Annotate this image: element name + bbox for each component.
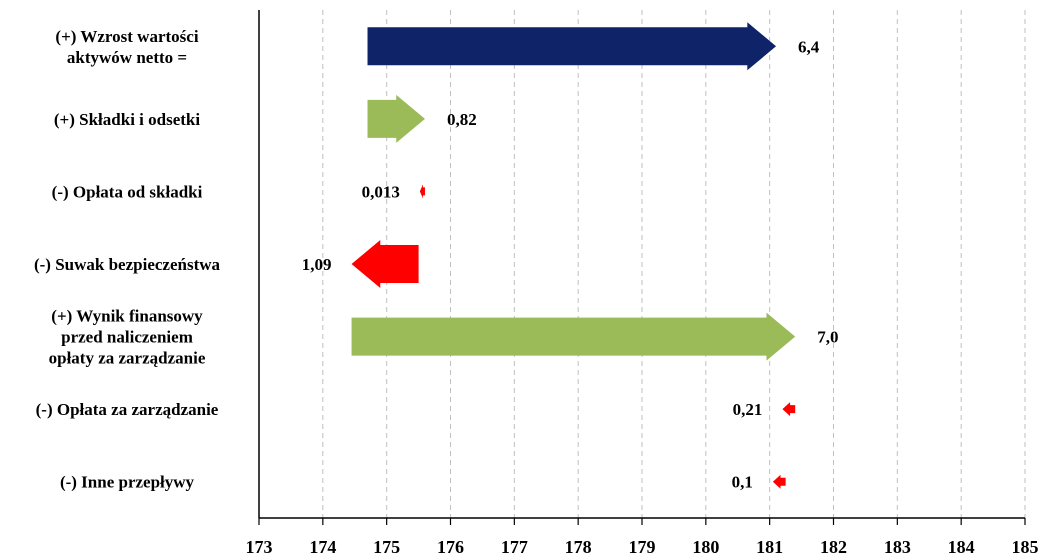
arrow-bar	[351, 312, 796, 361]
category-label: (+) Wynik finansowy	[51, 307, 203, 326]
x-tick-label: 176	[437, 537, 464, 557]
x-tick-label: 174	[309, 537, 336, 557]
value-label: 0,1	[732, 473, 753, 492]
value-label: 0,013	[362, 182, 400, 201]
x-tick-label: 183	[884, 537, 911, 557]
labels: 173 174 175 176 177 178 179 180 181 182 183 184 185 6…	[34, 27, 1039, 557]
arrow-bar	[772, 474, 786, 489]
gridlines	[322, 10, 1026, 518]
x-tick-label: 181	[756, 537, 783, 557]
value-label: 6,4	[798, 37, 820, 56]
value-label: 0,21	[733, 400, 763, 419]
category-label: (-) Suwak bezpieczeństwa	[34, 255, 221, 274]
arrow-bar	[419, 184, 425, 199]
arrow-bars	[351, 22, 796, 489]
category-label: opłaty za zarządzanie	[49, 349, 206, 368]
category-label: (+) Składki i odsetki	[54, 110, 200, 129]
x-tick-label: 184	[948, 537, 975, 557]
category-label: (-) Inne przepływy	[60, 473, 195, 492]
x-tick-label: 185	[1012, 537, 1039, 557]
value-label: 0,82	[447, 110, 477, 129]
category-label: (+) Wzrost wartości	[55, 27, 198, 46]
value-label: 7,0	[817, 328, 838, 347]
arrow-bar	[782, 402, 796, 417]
category-label: aktywów netto =	[67, 48, 187, 67]
category-label: przed naliczeniem	[61, 328, 193, 347]
arrow-bar	[367, 22, 777, 71]
x-tick-label: 178	[565, 537, 592, 557]
category-label: (-) Opłata od składki	[52, 182, 203, 201]
x-tick-label: 173	[246, 537, 273, 557]
arrow-bar	[367, 94, 425, 143]
x-tick-label: 179	[629, 537, 656, 557]
x-tick-label: 177	[501, 537, 528, 557]
category-label: (-) Opłata za zarządzanie	[36, 400, 219, 419]
x-tick-label: 182	[820, 537, 847, 557]
axes	[258, 10, 1026, 525]
x-tick-label: 175	[373, 537, 400, 557]
value-label: 1,09	[302, 255, 332, 274]
arrow-bar	[351, 240, 419, 288]
x-tick-label: 180	[692, 537, 719, 557]
